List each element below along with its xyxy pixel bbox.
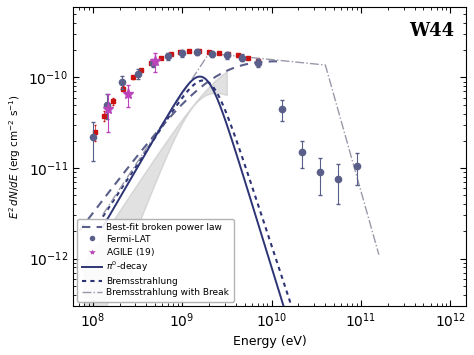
Y-axis label: $E^2\,dN/dE\ (\mathrm{erg\ cm^{-2}\ s^{-1}})$: $E^2\,dN/dE\ (\mathrm{erg\ cm^{-2}\ s^{-… (7, 94, 23, 219)
X-axis label: Energy (eV): Energy (eV) (233, 335, 306, 348)
Text: W44: W44 (409, 22, 455, 40)
Legend: Best-fit broken power law, Fermi-LAT, AGILE ($\mathit{19}$), $\pi^0$-decay, Brem: Best-fit broken power law, Fermi-LAT, AG… (77, 219, 234, 301)
